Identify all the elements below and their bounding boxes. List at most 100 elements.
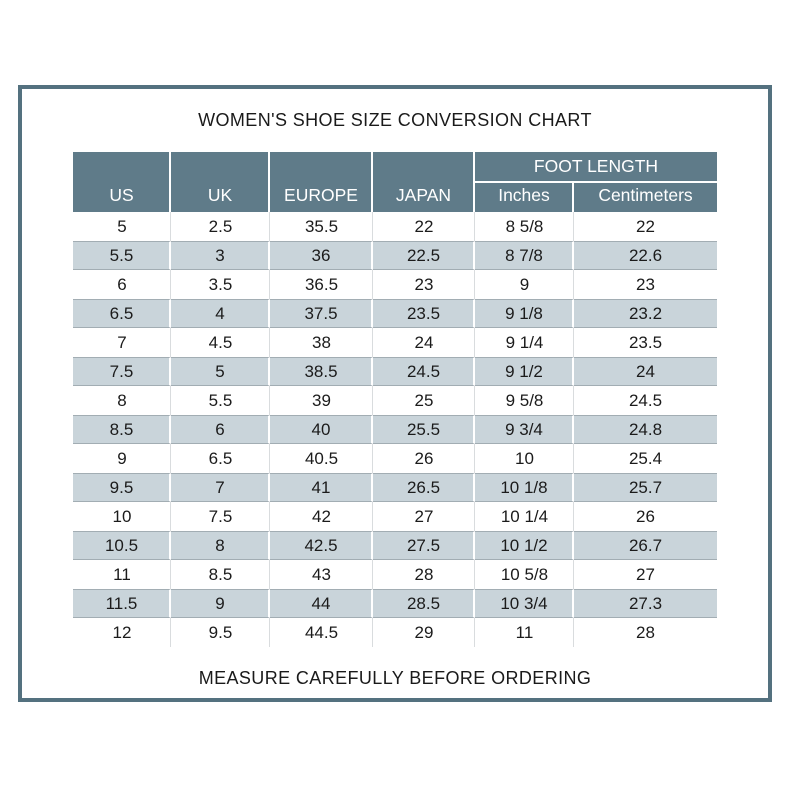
table-row: 11.5 9 44 28.5 10 3/4 27.3: [73, 589, 717, 618]
table-cell: 26: [373, 444, 476, 473]
header-row-top: US UK EUROPE JAPAN FOOT LENGTH: [73, 152, 717, 212]
table-cell: 27: [574, 560, 717, 589]
header-inches: Inches: [475, 183, 575, 212]
table-row: 8.5 6 40 25.5 9 3/4 24.8: [73, 415, 717, 444]
table-cell: 4.5: [171, 328, 271, 357]
table-cell: 39: [270, 386, 374, 415]
conversion-table: US UK EUROPE JAPAN FOOT LENGTH Inches Ce…: [73, 152, 717, 647]
table-cell: 10 1/8: [475, 473, 575, 502]
table-cell: 23.5: [574, 328, 717, 357]
table-row: 7.5 5 38.5 24.5 9 1/2 24: [73, 357, 717, 386]
table-cell: 27: [373, 502, 476, 531]
table-cell: 5.5: [171, 386, 271, 415]
table-cell: 7: [73, 328, 172, 357]
table-row: 6 3.5 36.5 23 9 23: [73, 270, 717, 299]
table-cell: 9.5: [73, 473, 172, 502]
table-cell: 10 3/4: [475, 589, 575, 618]
table-cell: 11.5: [73, 589, 172, 618]
table-cell: 8: [171, 531, 271, 560]
table-cell: 22: [373, 212, 476, 241]
table-cell: 8 5/8: [475, 212, 575, 241]
table-row: 5.5 3 36 22.5 8 7/8 22.6: [73, 241, 717, 270]
table-cell: 26.5: [373, 473, 476, 502]
chart-footer: MEASURE CAREFULLY BEFORE ORDERING: [198, 668, 592, 688]
table-cell: 9: [73, 444, 172, 473]
table-cell: 7.5: [171, 502, 271, 531]
table-cell: 10 1/2: [475, 531, 575, 560]
table-row: 10.5 8 42.5 27.5 10 1/2 26.7: [73, 531, 717, 560]
table-cell: 6.5: [171, 444, 271, 473]
table-cell: 24.5: [373, 357, 476, 386]
table-cell: 35.5: [270, 212, 374, 241]
table-cell: 11: [475, 618, 575, 647]
table-cell: 10: [73, 502, 172, 531]
table-cell: 29: [373, 618, 476, 647]
table-cell: 10: [475, 444, 575, 473]
table-row: 11 8.5 43 28 10 5/8 27: [73, 560, 717, 589]
table-cell: 25.4: [574, 444, 717, 473]
table-cell: 8.5: [171, 560, 271, 589]
table-cell: 36.5: [270, 270, 374, 299]
table-cell: 24.5: [574, 386, 717, 415]
table-cell: 8: [73, 386, 172, 415]
table-cell: 25.7: [574, 473, 717, 502]
table-cell: 38: [270, 328, 374, 357]
table-cell: 9: [171, 589, 271, 618]
table-cell: 25: [373, 386, 476, 415]
table-row: 5 2.5 35.5 22 8 5/8 22: [73, 212, 717, 241]
table-cell: 7.5: [73, 357, 172, 386]
table-cell: 28: [574, 618, 717, 647]
table-cell: 22.6: [574, 241, 717, 270]
table-cell: 6.5: [73, 299, 172, 328]
table-cell: 22: [574, 212, 717, 241]
table-cell: 5: [73, 212, 172, 241]
table-cell: 5.5: [73, 241, 172, 270]
table-row: 7 4.5 38 24 9 1/4 23.5: [73, 328, 717, 357]
table-cell: 26.7: [574, 531, 717, 560]
table-row: 12 9.5 44.5 29 11 28: [73, 618, 717, 647]
table-row: 10 7.5 42 27 10 1/4 26: [73, 502, 717, 531]
table-row: 8 5.5 39 25 9 5/8 24.5: [73, 386, 717, 415]
table-cell: 5: [171, 357, 271, 386]
table-cell: 27.5: [373, 531, 476, 560]
table-cell: 23.2: [574, 299, 717, 328]
table-cell: 23: [373, 270, 476, 299]
table-cell: 11: [73, 560, 172, 589]
header-us: US: [73, 152, 172, 212]
table-cell: 9 5/8: [475, 386, 575, 415]
table-cell: 26: [574, 502, 717, 531]
table-cell: 2.5: [171, 212, 271, 241]
table-cell: 9.5: [171, 618, 271, 647]
table-cell: 22.5: [373, 241, 476, 270]
table-cell: 8 7/8: [475, 241, 575, 270]
table-cell: 44: [270, 589, 374, 618]
table-cell: 3: [171, 241, 271, 270]
table-cell: 38.5: [270, 357, 374, 386]
table-cell: 9 1/8: [475, 299, 575, 328]
table-row: 6.5 4 37.5 23.5 9 1/8 23.2: [73, 299, 717, 328]
table-cell: 28.5: [373, 589, 476, 618]
header-foot-length: FOOT LENGTH: [475, 152, 717, 183]
table-cell: 42: [270, 502, 374, 531]
table-cell: 43: [270, 560, 374, 589]
header-centimeters: Centimeters: [574, 183, 717, 212]
table-cell: 24.8: [574, 415, 717, 444]
table-cell: 23.5: [373, 299, 476, 328]
table-cell: 24: [574, 357, 717, 386]
table-cell: 37.5: [270, 299, 374, 328]
table-cell: 28: [373, 560, 476, 589]
table-cell: 7: [171, 473, 271, 502]
table-cell: 10 1/4: [475, 502, 575, 531]
header-japan: JAPAN: [373, 152, 476, 212]
chart-title: WOMEN'S SHOE SIZE CONVERSION CHART: [198, 110, 592, 130]
table-cell: 8.5: [73, 415, 172, 444]
table-cell: 23: [574, 270, 717, 299]
header-row-sub: Inches Centimeters: [73, 183, 717, 212]
table-body: 5 2.5 35.5 22 8 5/8 22 5.5 3 36 22.5 8 7/8 22.6 6 3.5…: [73, 212, 717, 647]
table-cell: 10.5: [73, 531, 172, 560]
chart-frame: WOMEN'S SHOE SIZE CONVERSION CHART US UK…: [18, 85, 772, 702]
table-cell: 42.5: [270, 531, 374, 560]
table-cell: 12: [73, 618, 172, 647]
table-cell: 3.5: [171, 270, 271, 299]
table-cell: 9 1/4: [475, 328, 575, 357]
